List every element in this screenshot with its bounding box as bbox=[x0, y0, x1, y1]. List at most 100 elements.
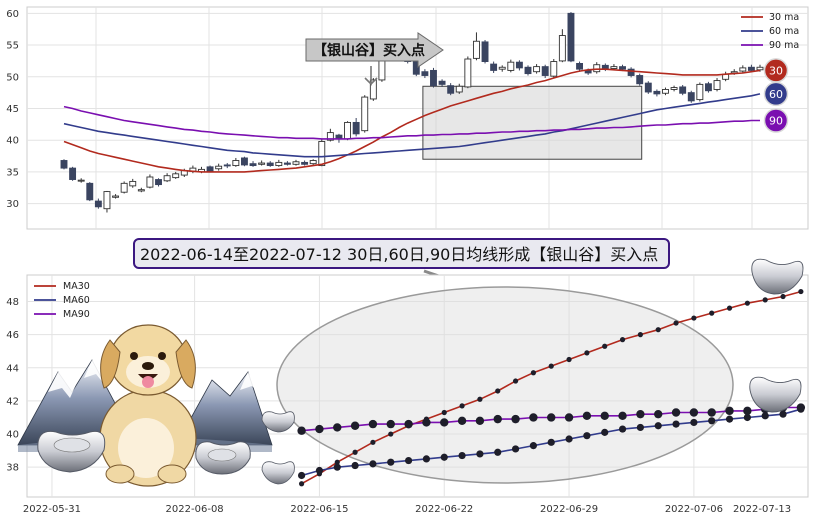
candle-body bbox=[481, 41, 489, 62]
bottom-point-MA30 bbox=[334, 459, 340, 465]
candle-body bbox=[515, 61, 523, 69]
buy-point-zone-rect bbox=[422, 85, 643, 160]
bottom-legend-label: MA90 bbox=[63, 309, 90, 320]
buy-point-label: 【银山谷】买入点 bbox=[305, 32, 444, 86]
bottom-point-MA90 bbox=[529, 413, 538, 422]
bottom-point-MA30 bbox=[637, 332, 643, 338]
candle-body bbox=[619, 66, 626, 70]
candle-body bbox=[129, 180, 137, 187]
candle-body bbox=[283, 162, 291, 165]
candle-body bbox=[627, 68, 635, 76]
bottom-point-MA60 bbox=[779, 410, 787, 418]
candle-body bbox=[541, 66, 549, 76]
bottom-ma-lines bbox=[297, 288, 806, 487]
bottom-point-MA90 bbox=[707, 408, 716, 417]
bottom-point-MA30 bbox=[352, 449, 358, 455]
bottom-point-MA60 bbox=[529, 442, 538, 450]
top-y-tick-label: 30 bbox=[6, 199, 19, 210]
bottom-x-tick-label: 2022-07-13 bbox=[733, 504, 791, 515]
bottom-point-MA90 bbox=[333, 423, 342, 432]
candle-body bbox=[344, 121, 352, 140]
title-box-border bbox=[133, 238, 670, 269]
top-y-tick-labels: 30 35 40 45 50 55 60 bbox=[6, 9, 19, 210]
bottom-point-MA30 bbox=[780, 293, 786, 300]
bottom-point-MA90 bbox=[368, 419, 378, 429]
bottom-point-MA60 bbox=[690, 418, 698, 427]
bottom-point-MA60 bbox=[387, 458, 395, 466]
bottom-point-MA30 bbox=[709, 310, 715, 316]
bottom-point-MA90 bbox=[297, 426, 306, 435]
candle-body bbox=[644, 82, 652, 93]
candle-body bbox=[687, 92, 695, 102]
bottom-point-MA60 bbox=[743, 413, 751, 422]
bottom-point-MA90 bbox=[404, 419, 413, 429]
top-y-tick-label: 45 bbox=[6, 104, 19, 115]
ma-badge bbox=[763, 81, 789, 107]
candle-body bbox=[558, 35, 566, 62]
candle-body bbox=[326, 132, 334, 141]
top-legend-label: 30 ma bbox=[769, 12, 799, 23]
bottom-point-MA90 bbox=[386, 419, 395, 429]
bottom-point-MA90 bbox=[315, 424, 324, 434]
bottom-point-MA90 bbox=[582, 411, 592, 421]
bottom-point-MA60 bbox=[315, 466, 324, 475]
bottom-point-MA90 bbox=[422, 418, 431, 427]
bottom-point-MA30 bbox=[512, 378, 519, 384]
ma-badge-label: 60 bbox=[769, 88, 783, 101]
bottom-point-MA60 bbox=[618, 425, 627, 433]
candle-body bbox=[309, 160, 317, 165]
bottom-point-MA60 bbox=[654, 422, 662, 430]
bottom-point-MA60 bbox=[404, 456, 413, 465]
bottom-x-tick-label: 2022-06-22 bbox=[415, 504, 473, 515]
candle-body bbox=[472, 40, 480, 59]
bottom-point-MA60 bbox=[369, 460, 377, 468]
bottom-x-tick-labels: 2022-05-31 2022-06-08 2022-06-15 2022-06-22… bbox=[23, 504, 791, 515]
bottom-y-tick-label: 48 bbox=[6, 297, 19, 308]
bottom-point-MA60 bbox=[583, 432, 591, 440]
bottom-point-MA90 bbox=[457, 416, 467, 425]
bottom-point-MA90 bbox=[654, 409, 663, 419]
buy-point-arrow-shape bbox=[305, 32, 444, 68]
silver-ingot-ma30-end bbox=[751, 258, 804, 295]
bottom-point-MA60 bbox=[636, 423, 644, 432]
candle-body bbox=[747, 66, 755, 71]
bottom-point-MA60 bbox=[761, 412, 769, 420]
puppy-illustration bbox=[99, 324, 197, 487]
candle-body bbox=[421, 71, 429, 76]
candle-body bbox=[69, 167, 77, 180]
bottom-y-tick-label: 42 bbox=[6, 396, 19, 407]
top-y-tick-label: 35 bbox=[6, 167, 19, 178]
bottom-point-MA30 bbox=[370, 439, 376, 445]
bottom-point-MA60 bbox=[458, 451, 466, 460]
candle-body bbox=[653, 90, 661, 95]
candle-body bbox=[756, 66, 764, 71]
candle-body bbox=[533, 66, 541, 73]
candle-body bbox=[206, 166, 214, 172]
candle-body bbox=[739, 67, 747, 72]
candle-body bbox=[464, 58, 472, 88]
ma-zoom-panel: 38 40 42 44 46 48 2022-05-31 2022-06-08 2022-06… bbox=[6, 258, 809, 515]
candle-body bbox=[361, 96, 369, 132]
candle-body bbox=[567, 12, 575, 62]
bottom-point-MA60 bbox=[297, 471, 306, 480]
candle-body bbox=[77, 179, 85, 182]
candle-body bbox=[155, 179, 162, 186]
candle-body bbox=[576, 63, 584, 70]
ma-badge-label: 30 bbox=[769, 64, 783, 77]
title-text: 2022-06-14至2022-07-12 30日,60日,90日均线形成【银山… bbox=[140, 245, 658, 264]
candle-body bbox=[369, 79, 377, 100]
candle-body bbox=[447, 85, 455, 94]
candle-body bbox=[696, 83, 704, 101]
valley-ellipse bbox=[276, 286, 734, 484]
candle-body bbox=[163, 175, 171, 182]
bottom-point-MA30 bbox=[602, 343, 608, 349]
bottom-legend: MA30 MA60 MA90 bbox=[34, 281, 90, 320]
ma-badge-label: 90 bbox=[769, 115, 783, 128]
candle-body bbox=[146, 176, 154, 188]
bottom-y-tick-labels: 38 40 42 44 46 48 bbox=[6, 297, 19, 474]
bottom-point-MA90 bbox=[725, 406, 734, 416]
bottom-point-MA30 bbox=[584, 350, 590, 356]
bottom-point-MA60 bbox=[565, 435, 573, 443]
bottom-point-MA30 bbox=[673, 320, 679, 326]
candle-body bbox=[60, 160, 68, 169]
